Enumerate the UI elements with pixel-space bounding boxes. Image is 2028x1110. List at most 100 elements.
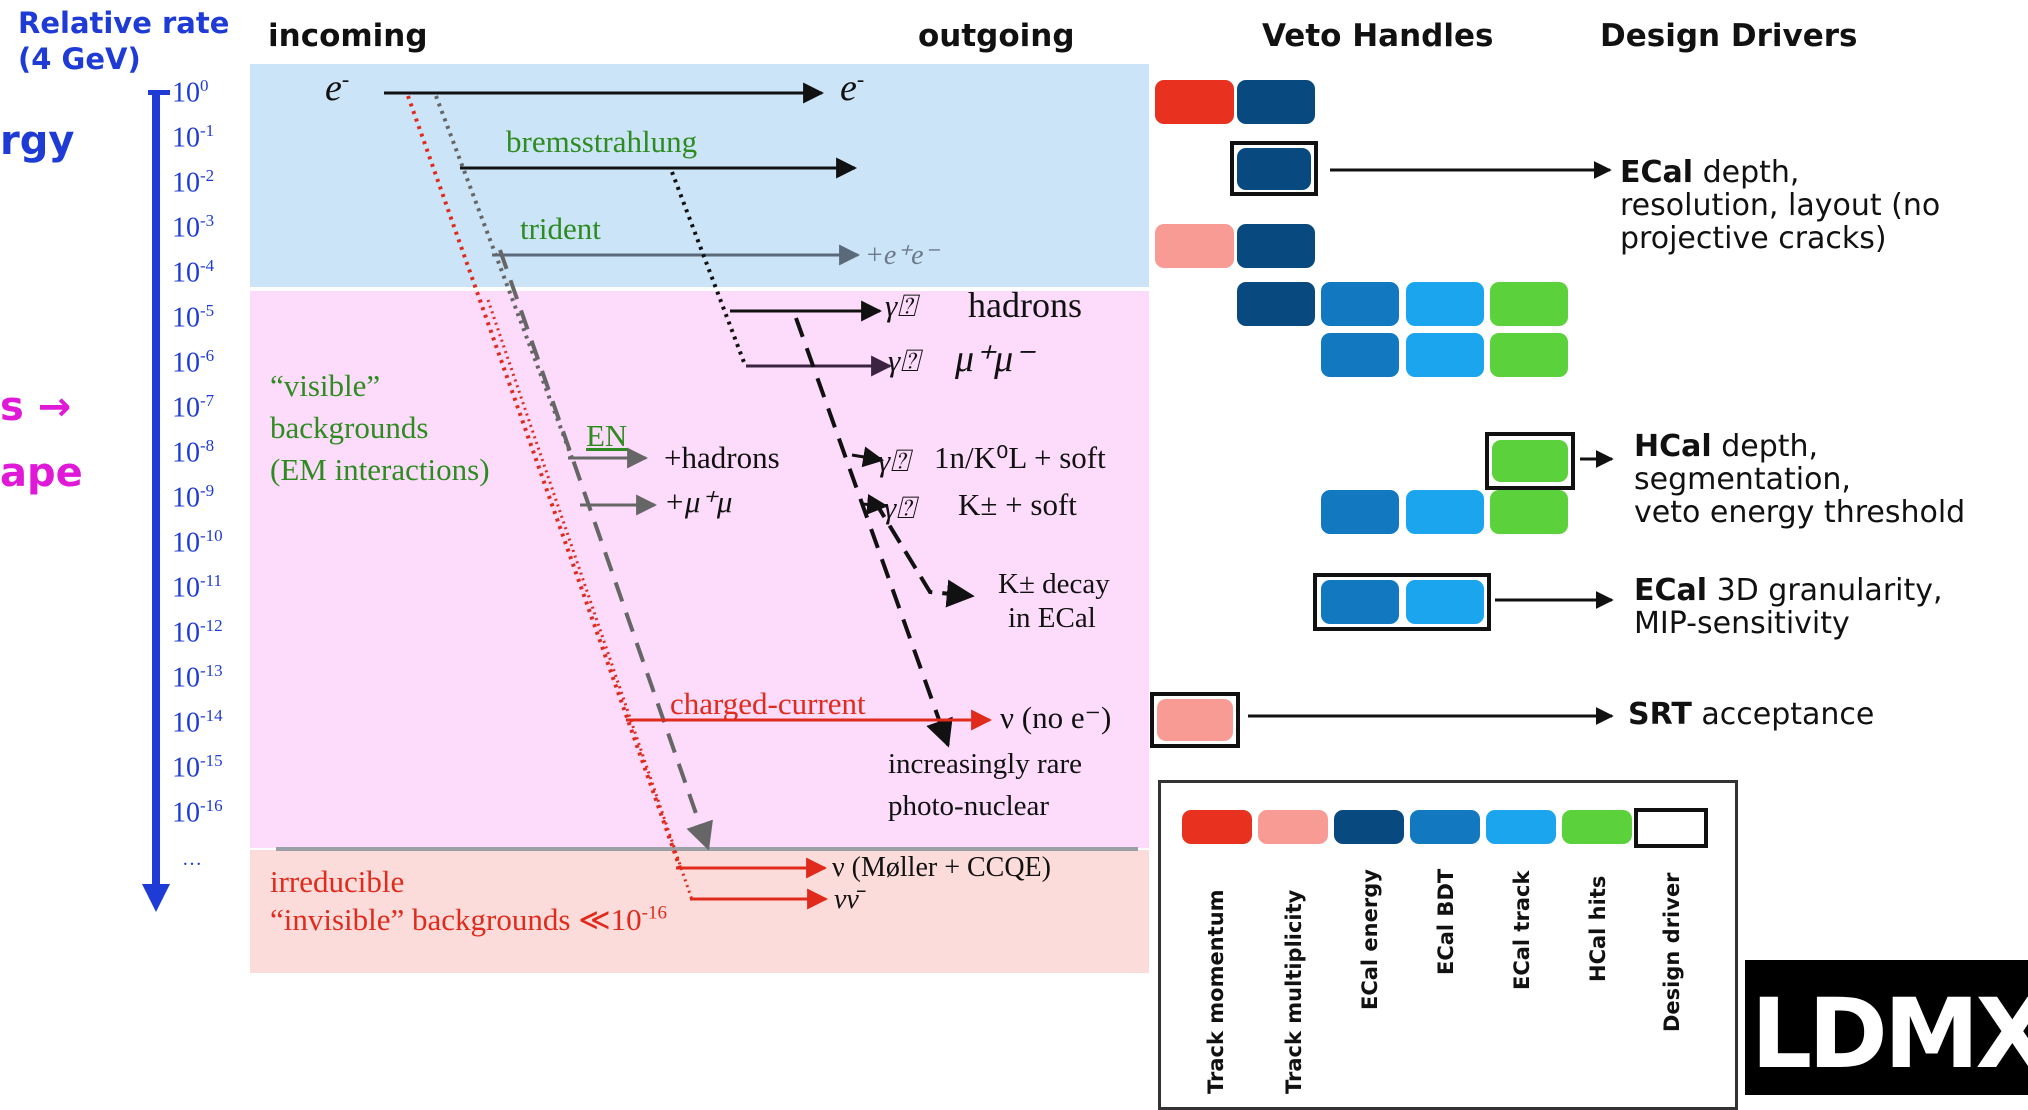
legend-swatch [1486,810,1556,844]
en-label: EN [586,418,628,453]
cut-word-3: ape [0,450,83,496]
moller-label: ν (Møller + CCQE) [832,852,1051,883]
ldmx-logo: LDMX [1745,960,2028,1095]
rate-tick: 10-2 [172,166,215,199]
header-incoming: incoming [268,18,428,54]
process-lines [384,82,993,910]
rate-tick: 10-7 [172,391,215,424]
red-dashed-diagonal [486,299,694,901]
gray-dotted-diagonal [434,95,574,459]
veto-pill-ecal-track [1406,580,1484,624]
driver-arrows [1248,161,1614,725]
rate-tick: 10-9 [172,481,215,514]
veto-pill-ecal-bdt [1321,282,1399,326]
e-out-label: e- [840,66,865,109]
pn-charged-symbol: γ⍰ [884,490,915,525]
irreducible-label-2: “invisible” backgrounds ≪10-16 [270,902,667,937]
veto-pill-ecal-track [1406,333,1484,377]
rate-tick: 10-6 [172,346,215,379]
veto-pill-ecal-bdt [1321,580,1399,624]
pn-neutral-arrow [851,446,885,468]
kdecay-label-2: in ECal [1008,602,1096,634]
kdecay-label-1: K± decay [998,568,1110,600]
pn-neutral-symbol: γ⍰ [878,443,909,478]
rate-axis-cap [148,90,170,95]
pn-charged-label: K± + soft [958,487,1077,522]
en-hadrons-label: +hadrons [664,440,780,475]
kdecay-dashed [872,498,975,608]
design-driver-box [1230,141,1318,196]
red-dotted-diagonal [406,95,682,869]
veto-pill-hcal-hits [1490,282,1568,326]
legend-swatch [1258,810,1328,844]
en-mumu-label: +μ⁺μ [664,484,733,519]
legend-label: HCal hits [1586,875,1610,982]
rate-tick: 10-1 [172,121,215,154]
rate-tick: 10-4 [172,256,215,289]
rare-label-2: photo-nuclear [888,790,1050,822]
veto-pill-ecal-energy [1237,282,1315,326]
veto-pill-hcal-hits [1490,333,1568,377]
header-outgoing: outgoing [918,18,1075,54]
veto-pill-ecal-energy [1237,80,1315,124]
gamma-hadrons-label: hadrons [968,285,1082,325]
legend-label: Track multiplicity [1282,889,1306,1094]
veto-pill-track-multiplicity [1155,224,1234,268]
legend-label: ECal BDT [1434,868,1458,975]
cut-word-1: rgy [0,118,75,164]
driver-ecal-granularity: ECal 3D granularity, MIP-sensitivity [1634,573,1943,641]
header-veto-handles: Veto Handles [1262,18,1494,54]
rate-tick: 10-15 [172,751,223,784]
legend-swatch-design-driver [1634,808,1708,848]
gamma-mumu-symbol: γ⍰ [888,343,919,378]
rate-ellipsis: … [182,848,202,870]
ldmx-logo-text: LDMX [1751,978,2028,1090]
veto-pill-ecal-energy [1237,148,1311,190]
gamma-mumu-label: μ⁺μ⁻ [955,338,1034,380]
design-driver-box [1150,692,1240,748]
legend-swatch [1562,810,1632,844]
legend-label: ECal energy [1358,869,1382,1010]
nunubar-label: νν̄ [834,884,859,915]
rate-axis-arrowhead [142,884,170,912]
veto-pill-ecal-bdt [1321,333,1399,377]
rate-tick: 100 [172,76,209,109]
veto-pill-ecal-track [1406,490,1484,534]
pn-neutral-label: 1n/K⁰L + soft [934,440,1106,475]
pn-dashed [794,317,953,748]
rate-tick: 10-3 [172,211,215,244]
veto-pill-track-multiplicity [1157,699,1233,741]
rate-tick: 10-13 [172,661,223,694]
trident-out-label: +e⁺e⁻ [865,240,939,271]
design-driver-box [1313,573,1491,631]
design-driver-box [1485,432,1575,490]
veto-pill-track-momentum [1155,80,1234,124]
rate-header-line2: (4 GeV) [18,42,141,76]
legend-label: Design driver [1660,872,1684,1032]
legend-swatch [1182,810,1252,844]
gamma-hadrons-symbol: γ⍰ [885,288,916,323]
rate-tick: 10-12 [172,616,223,649]
veto-pill-ecal-energy [1237,224,1315,268]
cc-out-label: ν (no e⁻) [1000,700,1112,735]
visible-label-3: (EM interactions) [270,452,490,487]
irreducible-label-1: irreducible [270,864,405,899]
brems-label: bremsstrahlung [506,124,698,159]
veto-pill-hcal-hits [1492,440,1568,482]
veto-pill-ecal-track [1406,282,1484,326]
driver-ecal-depth: ECal depth, resolution, layout (no proje… [1620,155,1941,256]
veto-pill-hcal-hits [1490,490,1568,534]
rate-header-line1: Relative rate [18,6,230,40]
rate-tick: 10-5 [172,301,215,334]
rate-tick: 10-10 [172,526,223,559]
visible-label-2: backgrounds [270,410,429,445]
rate-axis-line [152,92,160,892]
trident-label: trident [520,211,601,246]
legend-label: Track momentum [1204,889,1228,1094]
visible-label-1: “visible” [270,368,381,403]
rate-tick: 10-8 [172,436,215,469]
e-in-label: e- [325,66,350,109]
cc-label: charged-current [670,686,866,721]
gray-dashed-diagonal [498,249,713,851]
rare-label-1: increasingly rare [888,748,1083,780]
